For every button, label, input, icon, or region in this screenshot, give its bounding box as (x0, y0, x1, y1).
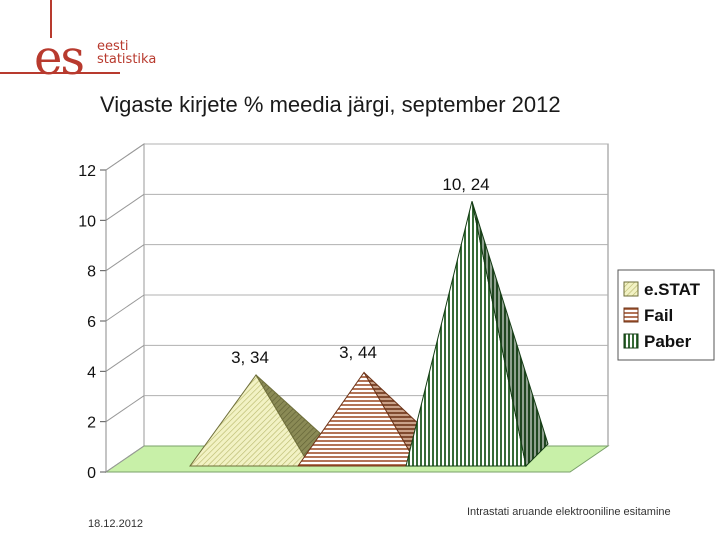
y-tick-label: 0 (87, 465, 96, 482)
gridline-side (105, 395, 145, 423)
y-tick-label: 10 (78, 213, 96, 230)
gridline-side (105, 244, 145, 272)
logo-underline (0, 72, 120, 74)
y-tick-label: 2 (87, 415, 96, 432)
gridline-side (105, 294, 145, 322)
legend-swatch (623, 307, 639, 323)
legend-label: Paber (644, 332, 692, 351)
legend-swatch (623, 333, 639, 349)
legend-label: e.STAT (644, 280, 701, 299)
gridline-side (105, 143, 145, 171)
logo-accent-line (50, 0, 52, 38)
y-tick-label: 8 (87, 264, 96, 281)
y-tick-label: 6 (87, 314, 96, 331)
footer-date: 18.12.2012 (88, 518, 144, 530)
data-label: 10, 24 (442, 175, 489, 194)
logo-mark: es (34, 30, 85, 86)
legend-swatch (623, 281, 639, 297)
logo-text: eesti statistika (97, 40, 156, 66)
data-label: 3, 34 (231, 348, 269, 367)
pyramid-side-paber (471, 201, 549, 468)
gridline-side (105, 344, 145, 372)
gridline-side (105, 445, 145, 473)
legend-label: Fail (644, 306, 673, 325)
logo-text-line1: eesti (97, 39, 129, 54)
slide-title: Vigaste kirjete % meedia järgi, septembe… (100, 92, 561, 117)
logo-text-line2: statistika (97, 52, 157, 67)
gridline-side (105, 193, 145, 221)
data-label: 3, 44 (339, 343, 377, 362)
y-tick-label: 4 (87, 364, 96, 381)
footer-caption: Intrastati aruande elektrooniline esitam… (467, 506, 671, 518)
y-tick-label: 12 (78, 163, 96, 180)
